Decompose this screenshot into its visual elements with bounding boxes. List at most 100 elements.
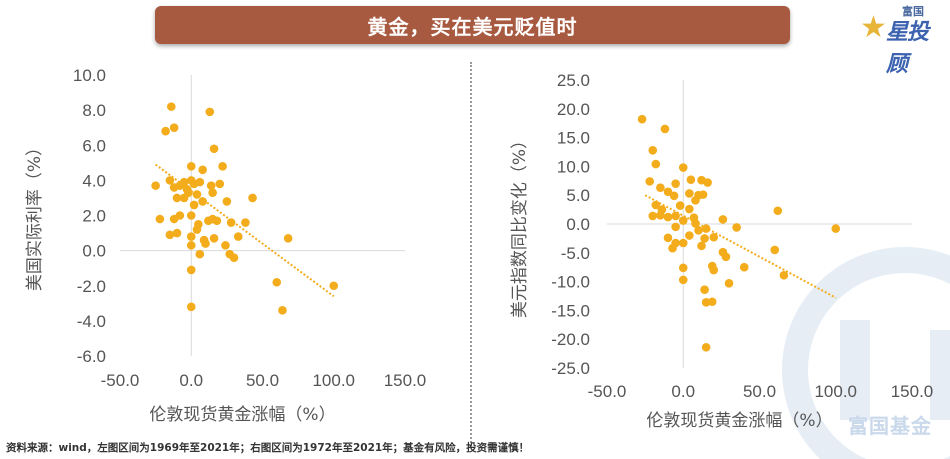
y-tick-label: -25.0: [551, 359, 590, 378]
data-point: [192, 190, 202, 199]
x-tick-label: 0.0: [671, 382, 695, 401]
y-tick-label: 15.0: [557, 129, 590, 148]
x-tick-label: 150.0: [891, 382, 934, 401]
data-point: [721, 252, 731, 262]
x-tick-label: 100.0: [814, 382, 857, 401]
data-point: [663, 233, 673, 243]
data-point: [172, 228, 182, 238]
data-point: [691, 196, 700, 205]
y-tick-label: 0.0: [82, 242, 106, 261]
data-point: [205, 107, 215, 117]
data-point: [195, 177, 205, 187]
data-point: [701, 224, 711, 233]
data-point: [186, 265, 196, 275]
x-axis-label: 伦敦现货黄金涨幅（%）: [149, 405, 335, 425]
y-tick-label: 2.0: [82, 207, 106, 226]
data-point: [637, 114, 647, 124]
y-tick-label: 25.0: [557, 71, 590, 90]
data-point: [709, 265, 719, 275]
data-point: [685, 204, 694, 214]
data-point: [169, 123, 179, 132]
data-point: [685, 189, 694, 198]
data-point: [151, 181, 160, 190]
data-point: [648, 211, 658, 221]
data-point: [656, 211, 665, 220]
y-tick-label: -6.0: [77, 347, 106, 366]
y-tick-label: 10.0: [73, 66, 106, 85]
data-point: [678, 216, 688, 225]
data-point: [718, 215, 728, 224]
data-point: [186, 232, 196, 241]
watermark-text: 富国基金: [848, 414, 932, 438]
data-point: [175, 211, 185, 220]
logo-big-text: 星投顾: [886, 20, 929, 77]
data-point: [278, 306, 287, 315]
data-point: [201, 239, 210, 248]
data-point: [656, 183, 665, 193]
logo-small-text: 富国: [902, 5, 924, 18]
data-point: [685, 231, 694, 240]
data-point: [645, 177, 654, 186]
data-point: [198, 197, 207, 206]
x-tick-label: 50.0: [743, 382, 776, 401]
data-point: [179, 177, 189, 187]
data-point: [186, 241, 196, 250]
data-point: [668, 243, 677, 253]
page-title: 黄金，买在美元贬值时: [155, 6, 790, 44]
data-point: [186, 162, 196, 171]
data-point: [770, 245, 780, 255]
data-point: [155, 214, 165, 224]
data-point: [215, 179, 225, 189]
data-point: [241, 218, 250, 227]
x-tick-label: 50.0: [246, 371, 279, 390]
x-tick-label: 100.0: [312, 371, 355, 390]
x-axis-label: 伦敦现货黄金涨幅（%）: [646, 411, 832, 431]
data-point: [272, 277, 282, 287]
y-tick-label: 4.0: [82, 171, 106, 190]
data-point: [186, 176, 196, 185]
y-axis-label: 美国实际利率（%）: [25, 139, 45, 291]
data-point: [675, 201, 685, 210]
data-point: [161, 126, 170, 136]
data-point: [739, 262, 749, 272]
data-point: [208, 188, 217, 197]
y-tick-label: -20.0: [551, 330, 590, 349]
data-point: [186, 211, 196, 220]
data-point: [165, 176, 175, 185]
data-point: [700, 234, 709, 243]
y-tick-label: 10.0: [557, 157, 590, 176]
data-point: [678, 163, 688, 172]
data-point: [700, 285, 709, 294]
data-point: [678, 275, 688, 285]
data-point: [698, 190, 708, 199]
data-point: [678, 238, 688, 248]
data-point: [663, 212, 673, 222]
chart-divider: [470, 62, 472, 447]
data-point: [701, 342, 711, 352]
data-point: [222, 197, 232, 206]
left-scatter-chart: 10.0 8.0 6.0 4.0 2.0 0.0 -2.0 -4.0 -6.0 -50.0 0.0 5…: [25, 66, 426, 425]
data-point: [189, 200, 199, 210]
data-point: [212, 216, 222, 226]
data-point: [186, 302, 196, 312]
data-point: [686, 175, 696, 184]
data-point: [179, 193, 189, 203]
data-point: [671, 211, 680, 221]
data-point: [773, 206, 783, 216]
y-tick-label: 20.0: [557, 100, 590, 119]
star-icon: ★: [860, 10, 887, 45]
data-point: [732, 223, 741, 232]
data-point: [192, 225, 202, 234]
y-tick-label: 6.0: [82, 136, 106, 155]
data-point: [209, 144, 219, 154]
x-tick-label: -50.0: [588, 382, 627, 401]
y-tick-label: -15.0: [551, 301, 590, 320]
data-point: [221, 241, 230, 250]
data-point: [691, 219, 700, 228]
data-point: [724, 279, 734, 288]
data-point: [229, 253, 239, 262]
data-point: [195, 249, 205, 259]
data-point: [648, 145, 658, 155]
data-point: [697, 241, 706, 251]
data-point: [694, 226, 703, 235]
